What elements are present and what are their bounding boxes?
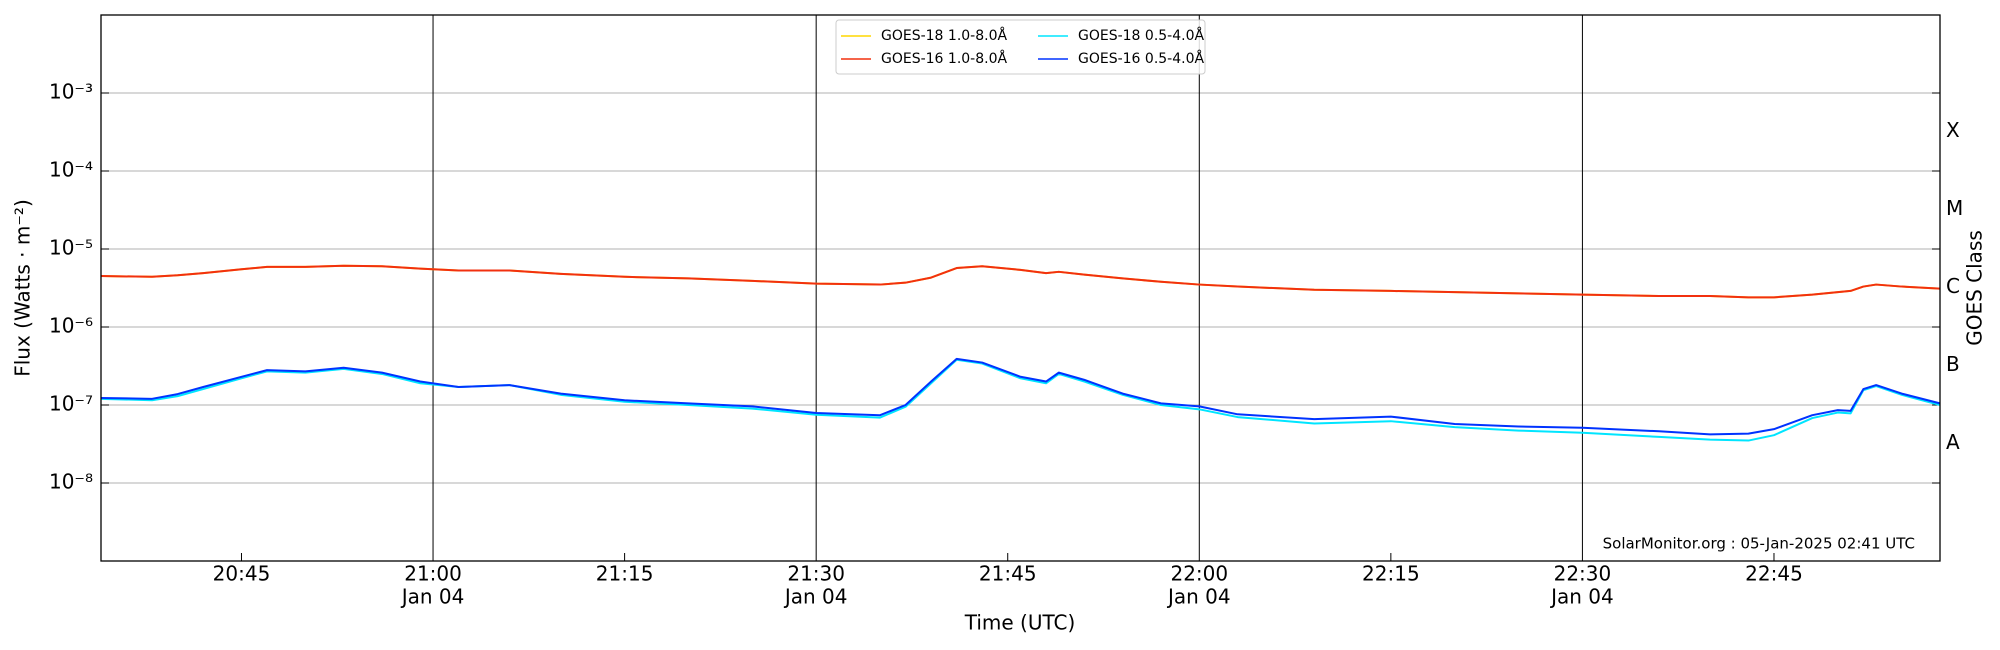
y-tick-label: 10⁻⁸ bbox=[49, 470, 93, 494]
x-tick-date: Jan 04 bbox=[783, 585, 848, 609]
y-tick-label: 10⁻⁷ bbox=[49, 392, 93, 416]
legend-box bbox=[835, 19, 1206, 75]
legend-label: GOES-16 0.5-4.0Å bbox=[1078, 50, 1204, 67]
y-axis-label: Flux (Watts · m⁻²) bbox=[11, 199, 35, 377]
y2-tick-label: X bbox=[1946, 118, 1960, 142]
y2-tick-label: C bbox=[1946, 274, 1960, 298]
y-tick-label: 10⁻⁶ bbox=[49, 314, 93, 338]
x-tick-label: 21:00 bbox=[404, 562, 462, 586]
x-tick-label: 22:00 bbox=[1170, 562, 1228, 586]
x-tick-label: 20:45 bbox=[213, 562, 271, 586]
series-line bbox=[100, 357, 1941, 436]
x-tick-label: 21:30 bbox=[787, 562, 845, 586]
y2-tick-label: M bbox=[1946, 196, 1963, 220]
x-tick-label: 21:45 bbox=[979, 562, 1037, 586]
series-line bbox=[100, 358, 1941, 442]
legend-label: GOES-16 1.0-8.0Å bbox=[881, 50, 1007, 67]
x-tick-date: Jan 04 bbox=[400, 585, 465, 609]
legend-label: GOES-18 1.0-8.0Å bbox=[881, 27, 1007, 44]
y2-tick-label: A bbox=[1946, 430, 1960, 454]
x-tick-label: 21:15 bbox=[596, 562, 654, 586]
x-tick-date: Jan 04 bbox=[1549, 585, 1614, 609]
y2-axis-label: GOES Class bbox=[1963, 230, 1987, 346]
y-tick-label: 10⁻³ bbox=[49, 80, 93, 104]
series-line bbox=[100, 264, 1941, 299]
annotation: SolarMonitor.org : 05-Jan-2025 02:41 UTC bbox=[1603, 535, 1915, 553]
plot-frame bbox=[100, 14, 1941, 562]
x-tick-label: 22:30 bbox=[1554, 562, 1612, 586]
y2-tick-label: B bbox=[1946, 352, 1960, 376]
y-tick-label: 10⁻⁵ bbox=[49, 236, 93, 260]
x-tick-date: Jan 04 bbox=[1166, 585, 1231, 609]
x-tick-label: 22:45 bbox=[1745, 562, 1803, 586]
x-axis-label: Time (UTC) bbox=[964, 611, 1076, 635]
y-tick-label: 10⁻⁴ bbox=[49, 158, 93, 182]
x-tick-label: 22:15 bbox=[1362, 562, 1420, 586]
legend-label: GOES-18 0.5-4.0Å bbox=[1078, 27, 1204, 44]
